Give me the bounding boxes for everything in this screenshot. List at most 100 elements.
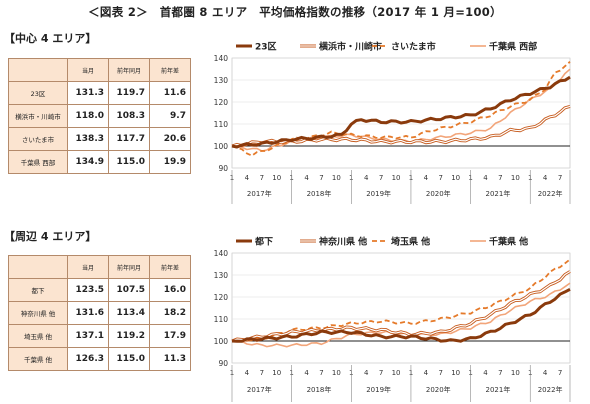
x-tick-label: 7 [558,369,562,377]
table-corner [8,255,68,279]
x-tick-label: 4 [304,369,309,377]
row-label: 神奈川県 他 [8,301,68,325]
x-tick-label: 7 [379,174,383,182]
row-label: 横浜市・川崎市 [8,104,68,128]
table-peripheral: 当月 前年同月 前年差 都下 123.5 107.5 16.0 神奈川県 他 1… [8,255,191,371]
series-line [231,287,571,343]
page-title: ＜図表 2＞ 首都圏 8 エリア 平均価格指数の推移（2017 年 1 月=10… [88,5,502,19]
y-tick-label: 110 [214,120,229,129]
x-tick-label: 4 [364,174,369,182]
table-row: 埼玉県 他 137.1 119.2 17.9 [8,324,191,348]
y-tick-label: 90 [218,164,228,173]
x-tick-label: 4 [304,174,309,182]
x-tick-label: 4 [424,369,429,377]
x-tick-label: 7 [260,369,264,377]
cell-diff: 19.9 [149,150,191,174]
table-header: 前年同月 [108,255,150,279]
x-tick-label: 7 [319,174,323,182]
x-year-label: 2019年 [366,189,391,198]
x-tick-label: 7 [558,174,562,182]
table-header: 当月 [67,58,109,82]
y-tick-label: 100 [214,337,229,346]
x-tick-label: 7 [439,369,443,377]
cell-prev-year: 119.2 [108,324,150,348]
y-tick-label: 110 [214,315,229,324]
cell-prev-year: 117.7 [108,127,150,151]
x-year-label: 2020年 [426,385,451,394]
row-label: さいたま市 [8,127,68,151]
x-tick-label: 4 [245,369,250,377]
plot-frame [231,252,571,364]
x-year-label: 2018年 [307,189,332,198]
legend-label: 横浜市・川崎市 [319,41,382,53]
x-tick-label: 10 [511,174,520,182]
x-year-label: 2021年 [486,385,511,394]
x-tick-label: 10 [272,369,281,377]
table-corner [8,58,68,82]
y-tick-label: 140 [214,54,229,63]
x-year-label: 2018年 [307,385,332,394]
section-heading-peripheral: 【周辺 4 エリア】 [4,230,97,243]
x-tick-label: 7 [379,369,383,377]
cell-diff: 11.3 [149,347,191,371]
x-tick-label: 7 [498,369,502,377]
y-tick-label: 130 [214,271,229,280]
y-tick-label: 140 [214,249,229,258]
x-tick-label: 4 [483,369,488,377]
x-year-label: 2020年 [426,189,451,198]
cell-current: 126.3 [67,347,109,371]
x-tick-label: 7 [319,369,323,377]
plot-frame [231,57,571,169]
table-row: 横浜市・川崎市 118.0 108.3 9.7 [8,104,191,128]
cell-current: 131.6 [67,301,109,325]
row-label: 埼玉県 他 [8,324,68,348]
y-tick-label: 120 [214,98,229,107]
legend-label: 千葉県 他 [489,236,528,248]
y-tick-label: 90 [218,359,228,368]
x-year-label: 2017年 [247,385,272,394]
x-year-label: 2022年 [538,189,563,198]
x-tick-label: 7 [260,174,264,182]
y-tick-label: 120 [214,293,229,302]
x-tick-label: 10 [511,369,520,377]
table-central: 当月 前年同月 前年差 23区 131.3 119.7 11.6 横浜市・川崎市… [8,58,191,174]
y-tick-label: 100 [214,142,229,151]
cell-diff: 20.6 [149,127,191,151]
cell-diff: 9.7 [149,104,191,128]
section-heading-central: 【中心 4 エリア】 [4,32,97,45]
cell-current: 118.0 [67,104,109,128]
x-year-label: 2022年 [538,385,563,394]
x-tick-label: 4 [424,174,429,182]
x-tick-label: 10 [451,174,460,182]
series-line [231,75,571,149]
x-year-label: 2021年 [486,189,511,198]
legend-label: 千葉県 西部 [489,41,537,53]
legend-label: 都下 [254,236,273,248]
cell-prev-year: 115.0 [108,150,150,174]
x-tick-label: 10 [392,174,401,182]
x-tick-label: 7 [439,174,443,182]
cell-prev-year: 115.0 [108,347,150,371]
legend-label: 23区 [255,42,277,53]
x-tick-label: 7 [498,174,502,182]
x-tick-label: 10 [332,174,341,182]
legend-label: 神奈川県 他 [319,236,367,248]
table-row: 神奈川県 他 131.6 113.4 18.2 [8,301,191,325]
table-row: さいたま市 138.3 117.7 20.6 [8,127,191,151]
x-tick-label: 4 [245,174,250,182]
cell-current: 138.3 [67,127,109,151]
legend-label: 埼玉県 他 [391,236,430,248]
series-line [231,282,571,348]
cell-current: 131.3 [67,81,109,105]
y-tick-label: 130 [214,76,229,85]
x-tick-label: 10 [451,369,460,377]
table-row: 千葉県 他 126.3 115.0 11.3 [8,347,191,371]
x-year-label: 2017年 [247,189,272,198]
table-row: 千葉県 西部 134.9 115.0 19.9 [8,150,191,174]
row-label: 千葉県 西部 [8,150,68,174]
x-year-label: 2019年 [366,385,391,394]
x-tick-label: 4 [543,369,548,377]
x-tick-label: 10 [272,174,281,182]
x-tick-label: 4 [364,369,369,377]
